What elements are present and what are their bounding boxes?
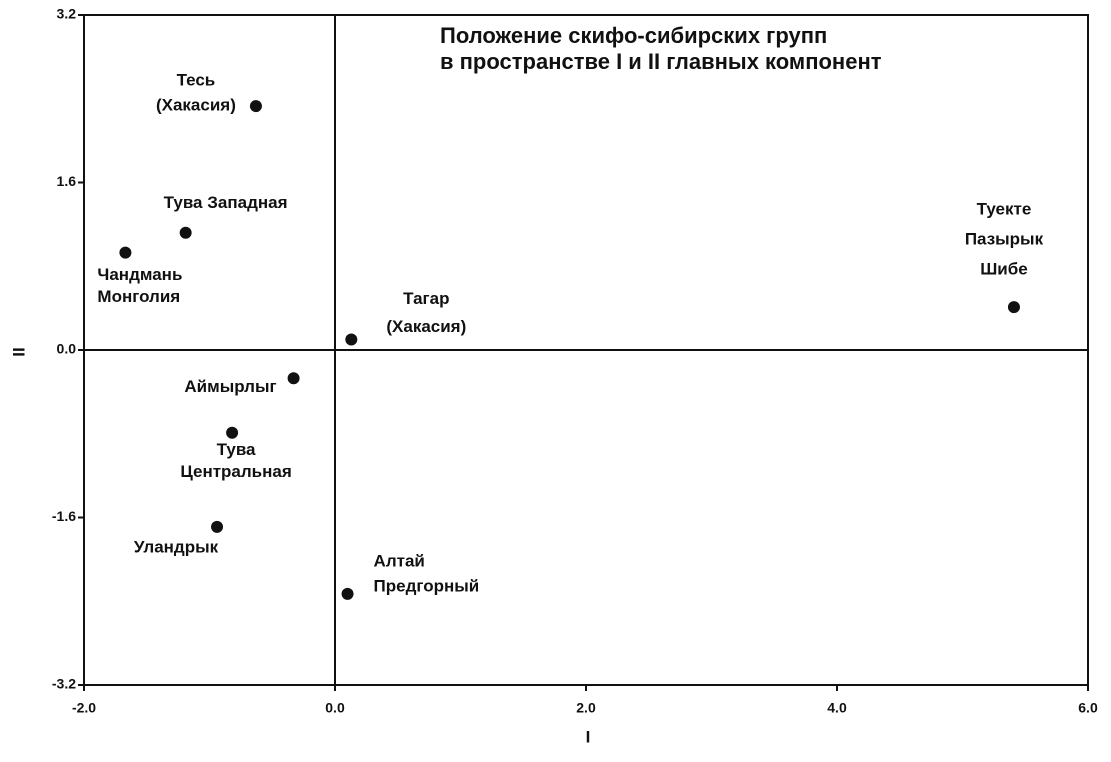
y-tick-label: 0.0 xyxy=(57,341,77,357)
point xyxy=(1007,301,1020,314)
y-tick-label: -1.6 xyxy=(52,508,76,524)
point xyxy=(249,100,262,113)
point-label: Уландрык xyxy=(134,537,219,556)
point-label: Чандмань xyxy=(97,265,182,284)
y-tick-label: 3.2 xyxy=(57,6,77,22)
point-label: Монголия xyxy=(97,287,180,306)
chart-title: в пространстве I и II главных компонент xyxy=(440,49,882,74)
point-label: Аймырлыг xyxy=(184,377,276,396)
point xyxy=(119,246,132,259)
point xyxy=(226,426,239,439)
point-label: Тагар xyxy=(403,289,449,308)
point-label: Тува xyxy=(217,440,256,459)
point xyxy=(345,333,358,346)
x-tick-label: -2.0 xyxy=(72,700,96,716)
point-label: Предгорный xyxy=(374,576,480,595)
point-label: Шибе xyxy=(980,260,1028,279)
point xyxy=(179,226,192,239)
point xyxy=(211,520,224,533)
point-label: Тесь xyxy=(177,71,216,90)
x-tick-label: 4.0 xyxy=(827,700,847,716)
point-label: Алтай xyxy=(374,551,425,570)
point-label: Туекте xyxy=(977,200,1032,219)
y-tick-label: -3.2 xyxy=(52,676,76,692)
x-tick-label: 2.0 xyxy=(576,700,596,716)
y-axis-label: II xyxy=(9,347,28,356)
point-label: (Хакасия) xyxy=(386,317,466,336)
point xyxy=(341,587,354,600)
point xyxy=(287,372,300,385)
chart-title: Положение скифо-сибирских групп xyxy=(440,23,827,48)
point-label: Центральная xyxy=(180,462,291,481)
x-axis-label: I xyxy=(586,727,591,746)
point-label: Тува Западная xyxy=(164,193,288,212)
x-tick-label: 6.0 xyxy=(1078,700,1098,716)
x-tick-label: 0.0 xyxy=(325,700,345,716)
point-label: Пазырык xyxy=(965,230,1044,249)
point-label: (Хакасия) xyxy=(156,96,236,115)
y-tick-label: 1.6 xyxy=(57,173,77,189)
